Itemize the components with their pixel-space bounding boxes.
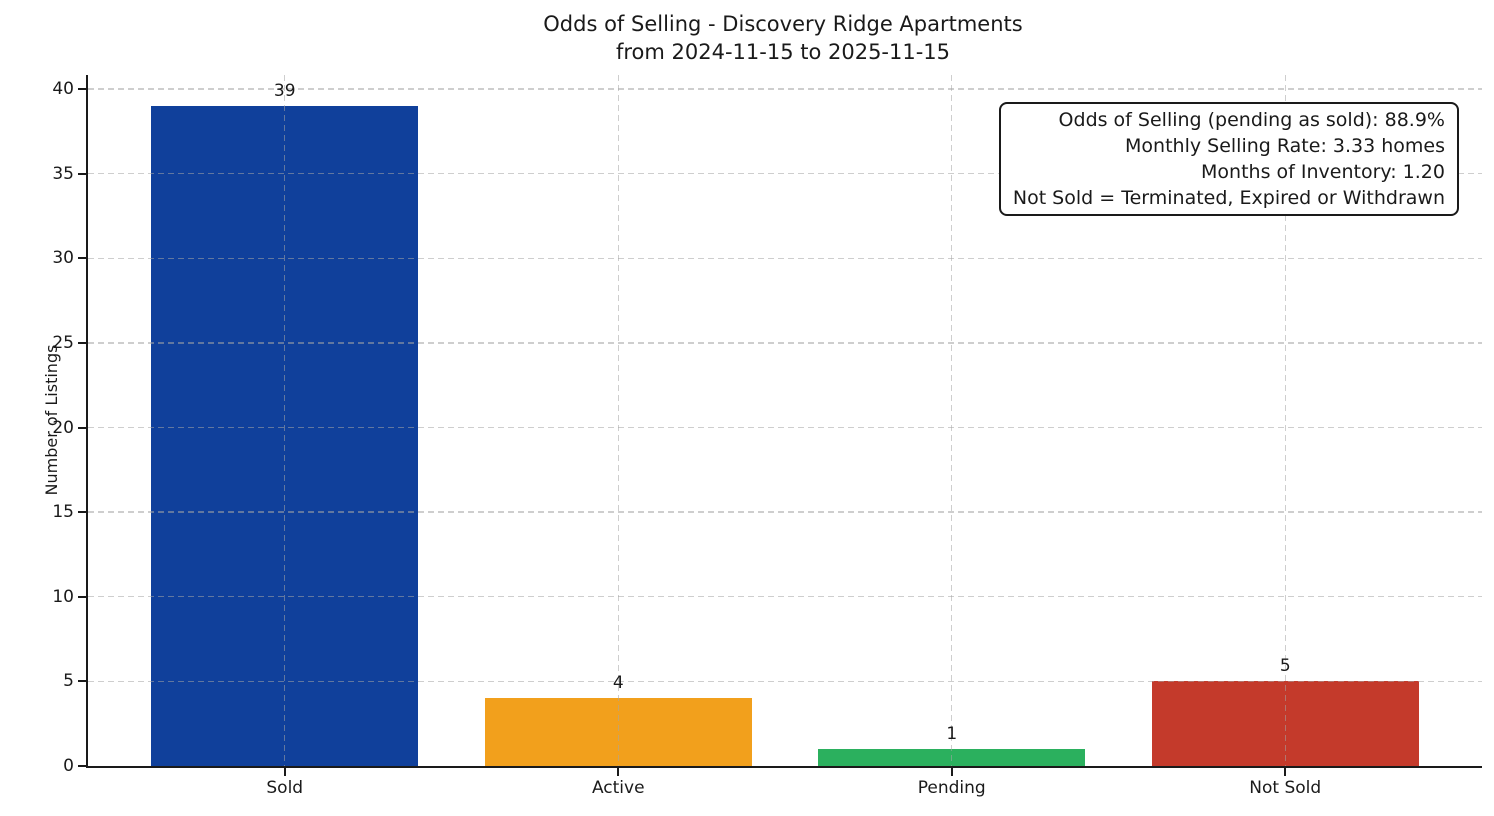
y-tick-label: 25 (52, 332, 74, 353)
x-tick-mark (283, 768, 286, 776)
y-gridline (88, 680, 1482, 683)
y-tick-mark (78, 511, 86, 514)
x-gridline (1284, 75, 1286, 766)
y-gridline (88, 342, 1482, 344)
y-tick-mark (78, 765, 86, 767)
y-tick-mark (78, 172, 86, 175)
y-gridline (88, 511, 1482, 513)
x-tick-label: Pending (917, 778, 986, 798)
bar-value-label: 1 (946, 724, 958, 745)
annotation-box: Odds of Selling (pending as sold): 88.9%… (998, 102, 1459, 216)
y-gridline (88, 257, 1482, 259)
y-tick-mark (78, 426, 86, 429)
y-tick-label: 40 (52, 79, 74, 100)
x-tick-label: Not Sold (1249, 778, 1322, 798)
x-gridline (284, 75, 286, 766)
chart-title-line2: from 2024-11-15 to 2025-11-15 (615, 40, 951, 64)
y-tick-mark (78, 257, 86, 260)
y-gridline (88, 172, 1482, 175)
annotation-line-odds: Odds of Selling (pending as sold): 88.9% (1058, 109, 1445, 131)
x-tick-label: Active (591, 778, 645, 798)
y-tick-mark (78, 595, 86, 598)
x-tick-mark (950, 768, 953, 776)
annotation-line-rate: Monthly Selling Rate: 3.33 homes (1125, 135, 1445, 157)
y-tick-mark (78, 341, 86, 344)
y-tick-label: 20 (52, 417, 74, 438)
x-tick-mark (1284, 768, 1287, 776)
chart-title: Odds of Selling - Discovery Ridge Apartm… (86, 10, 1480, 66)
y-tick-mark (78, 88, 86, 91)
y-gridline (88, 88, 1482, 90)
x-gridline (951, 75, 953, 766)
plot-area: 0 5 10 15 20 25 30 35 40 39 Sold 4 Active 1 Pending 5 No… (52, 75, 1482, 798)
y-tick-mark (78, 680, 86, 683)
y-tick-label: 5 (63, 671, 74, 692)
y-tick-label: 15 (52, 502, 74, 523)
y-gridline (88, 596, 1482, 598)
y-tick-label: 30 (52, 248, 74, 269)
annotation-line-notsold: Not Sold = Terminated, Expired or Withdr… (1012, 187, 1445, 209)
chart-title-line1: Odds of Selling - Discovery Ridge Apartm… (543, 12, 1023, 36)
y-tick-label: 10 (52, 586, 74, 607)
x-gridline (617, 75, 619, 766)
y-tick-label: 0 (63, 756, 74, 776)
annotation-line-inventory: Months of Inventory: 1.20 (1201, 161, 1445, 183)
x-tick-mark (617, 768, 620, 776)
y-gridline (88, 426, 1482, 429)
bar-value-label: 5 (1279, 656, 1291, 677)
y-tick-label: 35 (52, 163, 74, 184)
x-tick-label: Sold (266, 778, 304, 798)
bar-value-label: 39 (273, 80, 296, 101)
bar-value-label: 4 (612, 673, 624, 694)
